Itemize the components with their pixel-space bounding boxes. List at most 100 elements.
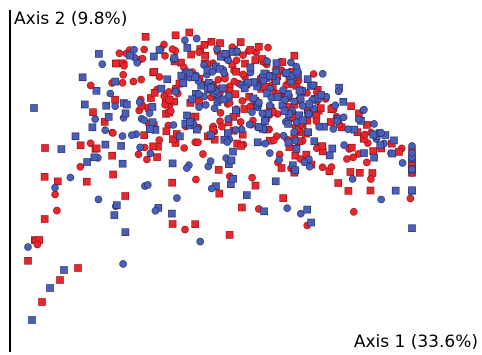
square-point <box>149 142 157 151</box>
circle-point <box>195 103 203 111</box>
circle-point <box>51 183 59 192</box>
circle-point <box>331 101 340 110</box>
circle-point <box>360 130 369 139</box>
circle-point <box>354 115 363 124</box>
circle-point <box>119 71 127 79</box>
circle-point <box>292 62 301 71</box>
square-point <box>316 104 325 112</box>
outlier-point <box>41 144 49 152</box>
square-point <box>24 256 32 265</box>
circle-point <box>339 113 348 122</box>
circle-point <box>118 79 127 87</box>
circle-point <box>155 73 164 81</box>
square-point <box>253 138 262 147</box>
square-point <box>325 151 334 160</box>
circle-point <box>199 150 207 158</box>
square-point <box>249 94 258 103</box>
circle-point <box>181 225 189 234</box>
circle-point <box>290 128 298 136</box>
square-point <box>215 65 224 73</box>
circle-point <box>279 132 288 140</box>
circle-point <box>201 101 210 109</box>
square-point <box>298 116 307 125</box>
circle-point <box>94 195 103 204</box>
square-point <box>376 141 385 149</box>
circle-point <box>130 45 138 54</box>
circle-point <box>264 43 272 52</box>
circle-point <box>291 136 300 145</box>
circle-point <box>377 195 386 204</box>
circle-point <box>272 67 280 76</box>
circle-point <box>76 163 85 171</box>
square-point <box>273 93 282 101</box>
circle-point <box>213 45 221 53</box>
circle-point <box>165 88 173 96</box>
square-point <box>303 75 312 83</box>
circle-point <box>111 102 119 110</box>
square-point <box>89 108 97 116</box>
data-points <box>24 28 416 324</box>
circle-point <box>143 155 151 164</box>
circle-point <box>406 194 415 203</box>
square-point <box>112 59 120 68</box>
x-axis-label: Axis 1 (33.6%) <box>354 332 478 352</box>
circle-point <box>236 118 245 126</box>
circle-point <box>181 36 189 45</box>
circle-point <box>144 181 152 189</box>
circle-point <box>109 129 117 137</box>
circle-point <box>275 155 284 164</box>
square-point <box>104 113 113 121</box>
square-point <box>240 84 249 93</box>
square-point <box>246 63 255 72</box>
circle-point <box>287 58 295 67</box>
circle-point <box>138 54 147 63</box>
square-point <box>307 218 315 227</box>
square-point <box>317 91 325 99</box>
square-point <box>185 28 194 37</box>
circle-point <box>279 86 287 94</box>
square-point <box>101 140 110 149</box>
square-point <box>71 132 80 141</box>
square-point <box>350 125 359 134</box>
square-point <box>251 181 260 190</box>
square-point <box>251 56 260 64</box>
square-point <box>328 144 337 153</box>
circle-point <box>120 62 128 70</box>
circle-point <box>220 69 228 77</box>
circle-point <box>167 107 175 115</box>
square-point <box>141 32 150 41</box>
square-point <box>188 95 196 104</box>
circle-point <box>128 131 136 139</box>
square-point <box>126 51 134 60</box>
square-point <box>187 50 195 59</box>
circle-point <box>192 34 201 43</box>
square-point <box>163 75 172 84</box>
circle-point <box>408 149 416 157</box>
circle-point <box>309 70 318 78</box>
circle-point <box>137 75 145 84</box>
square-point <box>272 59 281 68</box>
square-point <box>225 231 234 239</box>
square-point <box>284 120 292 128</box>
circle-point <box>340 141 348 149</box>
square-point <box>108 151 116 160</box>
square-point <box>347 143 356 152</box>
square-point <box>318 142 327 150</box>
square-point <box>243 191 251 199</box>
square-point <box>390 136 398 145</box>
circle-point <box>248 108 256 116</box>
square-point <box>150 89 159 97</box>
circle-point <box>192 175 200 184</box>
circle-point <box>134 150 143 159</box>
circle-point <box>377 129 385 137</box>
square-point <box>246 46 255 54</box>
square-point <box>284 138 293 147</box>
square-point <box>92 87 101 95</box>
circle-point <box>270 136 278 145</box>
square-point <box>290 51 299 60</box>
square-point <box>140 131 148 139</box>
square-point <box>176 132 184 141</box>
circle-point <box>168 45 177 54</box>
circle-point <box>183 164 191 172</box>
circle-point <box>118 132 127 140</box>
